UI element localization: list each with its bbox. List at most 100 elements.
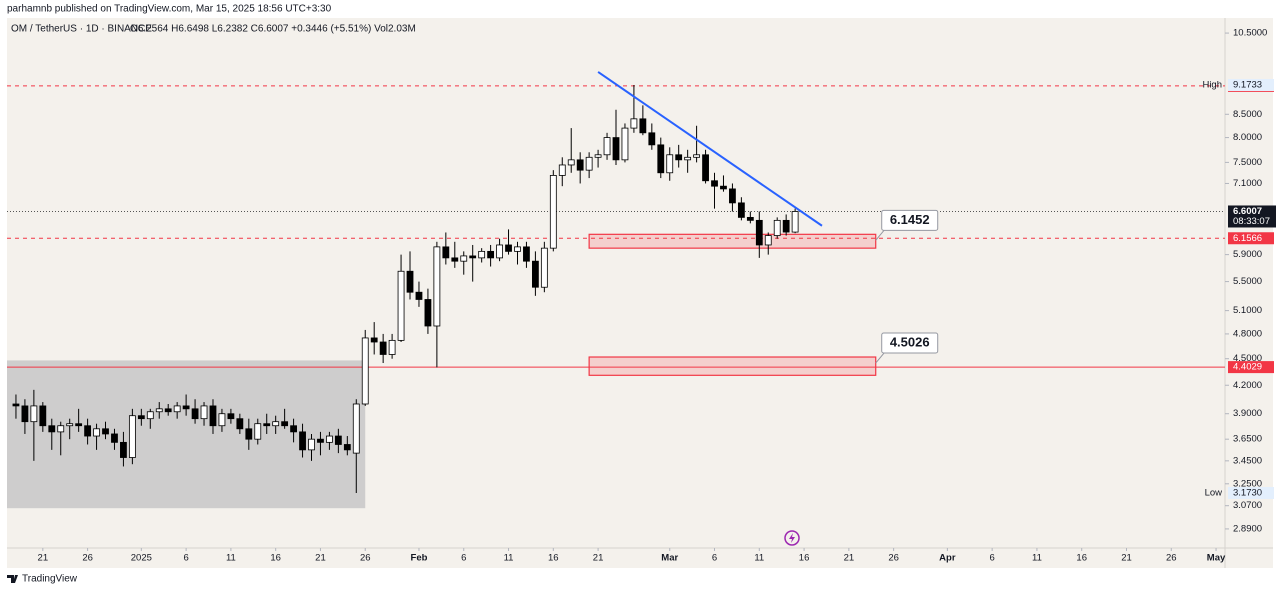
candle-body (370, 337, 378, 343)
candle-body (594, 154, 602, 158)
candle-body (21, 405, 29, 423)
candle-body (737, 202, 745, 218)
candle-body (182, 405, 190, 410)
x-tick-label: 6 (989, 553, 994, 564)
publisher: parhamnb published on TradingView.com, M… (7, 4, 332, 15)
x-tick-label: Feb (411, 553, 428, 564)
candle-body (755, 219, 763, 246)
marker-name: Low (1205, 488, 1223, 499)
candle-body (209, 405, 217, 427)
candle-body (442, 246, 450, 259)
candle-body (675, 154, 683, 161)
footer-brand: TradingView (22, 574, 78, 585)
x-tick-label: 16 (270, 553, 281, 564)
candle-body (540, 247, 548, 288)
candle-body (469, 255, 477, 259)
candle-body (487, 250, 495, 259)
candle-body (93, 428, 100, 437)
tv-logo (7, 575, 18, 583)
trendline (597, 71, 823, 227)
countdown: 08:33:07 (1233, 216, 1270, 227)
x-tick-label: 16 (1076, 553, 1087, 564)
candle-body (746, 216, 754, 221)
y-tick-label: 2.8900 (1233, 523, 1262, 534)
candle-body (764, 235, 772, 246)
marker-bg (1228, 78, 1274, 91)
x-tick-label: Apr (939, 553, 956, 564)
callout-box (881, 209, 939, 231)
candle-body (478, 250, 486, 259)
zone (588, 233, 877, 249)
candle-body (200, 405, 208, 420)
y-tick-label: 5.1000 (1233, 305, 1262, 316)
candle-body (57, 425, 65, 433)
candle-body (406, 270, 414, 293)
y-tick-label: 7.1000 (1233, 178, 1262, 189)
level-label: 6.1566 (1233, 233, 1262, 244)
candle-body (155, 408, 163, 413)
candle-body (84, 425, 92, 437)
candle-body (460, 255, 468, 262)
candle-body (290, 425, 297, 433)
candle-body (317, 438, 324, 443)
symbol: OM / TetherUS · 1D · BINANCE (11, 24, 152, 35)
candle-body (782, 219, 790, 233)
y-tick-label: 3.4500 (1233, 455, 1262, 466)
y-tick-label: 3.0700 (1233, 500, 1262, 511)
candle-body (128, 415, 136, 458)
x-tick-label: Mar (661, 553, 678, 564)
y-tick-label: 5.5000 (1233, 276, 1262, 287)
callout-label: 4.5026 (890, 334, 930, 349)
candle-body (379, 341, 387, 355)
bolt-icon (784, 530, 800, 546)
candle-body (630, 118, 638, 129)
chart-panel (7, 18, 1273, 568)
candle-body (791, 211, 799, 233)
candle-body (496, 244, 503, 259)
callout-label: 6.1452 (890, 212, 930, 227)
y-tick-label: 8.5000 (1233, 109, 1262, 120)
candle-body (308, 438, 315, 451)
candle-body (146, 411, 154, 420)
x-tick-label: 26 (82, 553, 93, 564)
candle-body (514, 246, 521, 252)
candle-body (666, 154, 674, 174)
candle-body (39, 405, 47, 427)
candle-body (415, 291, 423, 300)
candle-body (75, 423, 83, 427)
y-tick-label: 3.6500 (1233, 434, 1262, 445)
candle-body (523, 246, 530, 262)
x-tick-label: May (1207, 553, 1226, 564)
candle-body (693, 154, 701, 158)
candle-body (549, 175, 557, 249)
candle-body (12, 403, 20, 407)
candle-body (451, 257, 459, 262)
candle-body (254, 423, 262, 440)
x-tick-label: 26 (888, 553, 899, 564)
candle-body (272, 421, 280, 427)
x-tick-label: 16 (799, 553, 810, 564)
candle-body (164, 408, 172, 413)
x-tick-label: 11 (504, 553, 514, 564)
x-tick-label: 21 (1121, 553, 1132, 564)
candle-body (120, 441, 127, 458)
candle-body (773, 219, 781, 236)
candle-body (352, 403, 360, 454)
candle-body (603, 137, 611, 156)
x-tick-label: 26 (1166, 553, 1177, 564)
candle-body (173, 405, 181, 413)
candle-body (621, 127, 629, 161)
x-tick-label: 21 (38, 553, 49, 564)
candle-body (111, 433, 118, 443)
x-tick-label: 21 (315, 553, 326, 564)
candle-body (227, 413, 235, 420)
candle-body (729, 188, 736, 204)
candle-body (657, 144, 665, 174)
x-tick-label: 21 (844, 553, 855, 564)
x-tick-label: 11 (1032, 553, 1042, 564)
y-tick-label: 7.5000 (1233, 157, 1262, 168)
candle-body (433, 246, 441, 327)
candle-body (334, 435, 342, 445)
zone (588, 356, 877, 376)
